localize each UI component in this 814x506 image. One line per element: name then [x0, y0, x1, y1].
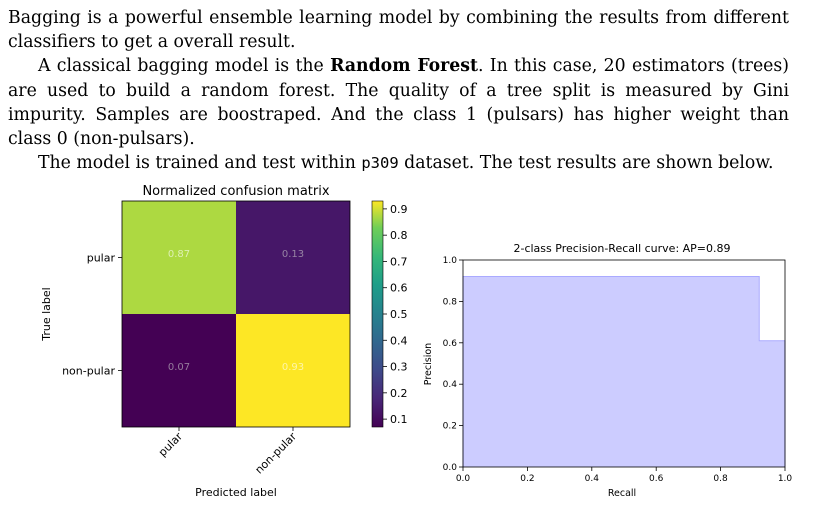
paragraph-3: The model is trained and test within p30… — [8, 151, 789, 175]
pr-y-tick-label: 0.4 — [443, 380, 458, 390]
pr-plot-frame — [462, 259, 786, 468]
confusion-cell-label: 0.13 — [282, 249, 304, 260]
pr-x-ticks: 0.0 0.2 0.4 0.6 0.8 1.0 — [456, 467, 793, 484]
colorbar-tick-label: 0.1 — [390, 413, 408, 426]
pr-ylabel: Precision — [423, 343, 434, 385]
pr-x-tick-label: 0.0 — [456, 474, 471, 484]
pr-y-tick-label: 0.8 — [443, 297, 458, 307]
paragraph-2-end: . In this case, 20 estimators (trees) ar… — [8, 56, 790, 150]
colorbar-ticks: 0.1 0.2 0.3 0.4 0.5 0.6 0.7 0.8 0.9 — [383, 203, 408, 426]
confusion-matrix-y-ticks: pular non-pular — [62, 252, 122, 378]
x-tick-label: pular — [156, 430, 186, 460]
confusion-cell-label: 0.87 — [168, 249, 190, 260]
confusion-matrix-x-ticks: pular non-pular — [156, 427, 300, 477]
pr-y-ticks: 0.0 0.2 0.4 0.6 0.8 1.0 — [443, 256, 463, 473]
colorbar-tick-label: 0.3 — [390, 361, 408, 374]
random-forest-term: Random Forest — [330, 56, 478, 77]
colorbar-tick-label: 0.6 — [390, 282, 408, 295]
paragraph-3-start: The model is trained and test within — [38, 153, 362, 174]
pr-x-tick-label: 0.4 — [585, 474, 600, 484]
colorbar-tick-label: 0.8 — [390, 229, 408, 242]
confusion-matrix-title: Normalized confusion matrix — [142, 184, 329, 199]
confusion-cell — [122, 201, 236, 314]
confusion-matrix-frame — [121, 200, 351, 428]
pr-xlabel: Recall — [608, 488, 636, 499]
colorbar-tick-label: 0.4 — [390, 334, 408, 347]
paragraph-1: Bagging is a powerful ensemble learning … — [8, 8, 789, 53]
x-tick-label: non-pular — [253, 430, 300, 477]
confusion-matrix-chart: Normalized confusion matrix 0.87 0.13 0.07… — [40, 184, 351, 499]
colorbar-tick-label: 0.5 — [390, 308, 408, 321]
confusion-cell — [236, 314, 350, 427]
confusion-matrix-ylabel: True label — [40, 287, 53, 341]
body-text: Bagging is a powerful ensemble learning … — [8, 6, 789, 175]
precision-recall-chart: 2-class Precision-Recall curve: AP=0.89 … — [423, 242, 792, 499]
confusion-cell — [122, 314, 236, 427]
y-tick-label: pular — [87, 252, 116, 265]
colorbar-tick-label: 0.9 — [390, 203, 408, 216]
colorbar-tick-label: 0.7 — [390, 255, 408, 268]
pr-curve-area — [463, 276, 785, 467]
pr-y-tick-label: 1.0 — [443, 256, 458, 266]
paragraph-2-start: A classical bagging model is the — [38, 56, 331, 77]
pr-y-tick-label: 0.2 — [443, 422, 457, 432]
pr-title: 2-class Precision-Recall curve: AP=0.89 — [513, 242, 730, 255]
confusion-matrix-cells: 0.87 0.13 0.07 0.93 — [122, 201, 350, 427]
pr-y-tick-label: 0.6 — [443, 339, 458, 349]
colorbar: 0.1 0.2 0.3 0.4 0.5 0.6 0.7 0.8 0.9 — [371, 200, 408, 428]
paragraph-3-end: dataset. The test results are shown belo… — [398, 153, 774, 174]
confusion-cell-label: 0.07 — [168, 362, 190, 373]
pr-x-tick-label: 0.8 — [713, 474, 728, 484]
pr-y-tick-label: 0.0 — [443, 463, 458, 473]
y-tick-label: non-pular — [62, 365, 115, 378]
colorbar-tick-label: 0.2 — [390, 387, 408, 400]
confusion-cell — [236, 201, 350, 314]
colorbar-gradient — [371, 200, 384, 428]
dataset-name: p309 — [361, 154, 399, 173]
confusion-matrix-xlabel: Predicted label — [195, 486, 277, 499]
confusion-cell-label: 0.93 — [282, 362, 304, 373]
pr-x-tick-label: 1.0 — [778, 474, 793, 484]
paragraph-2: A classical bagging model is the Random … — [8, 54, 789, 151]
pr-x-tick-label: 0.2 — [520, 474, 534, 484]
pr-x-tick-label: 0.6 — [649, 474, 664, 484]
